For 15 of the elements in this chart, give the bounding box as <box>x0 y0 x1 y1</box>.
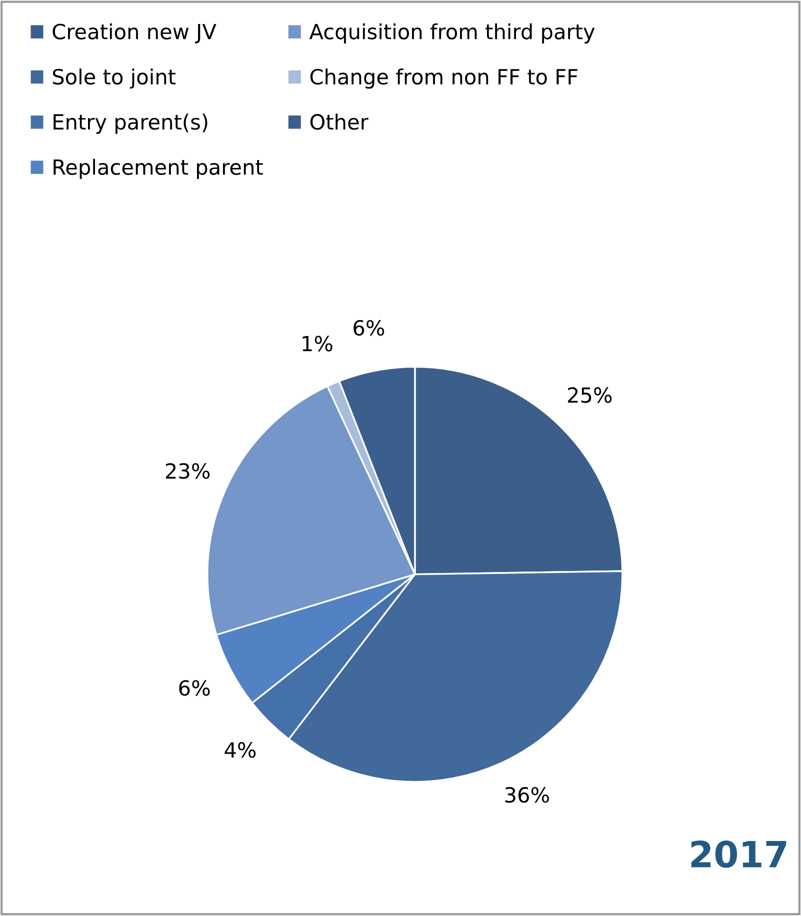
legend-label: Other <box>310 114 368 130</box>
data-label: 4% <box>224 742 256 758</box>
legend-label: Creation new JV <box>52 23 216 44</box>
data-label: 6% <box>179 680 210 696</box>
legend-label: Entry parent(s) <box>54 114 208 134</box>
legend-label: Replacement parent <box>54 158 263 179</box>
data-label: 23% <box>166 463 210 479</box>
data-label: 25% <box>568 387 612 403</box>
legend-label: Change from non FF to FF <box>310 68 578 89</box>
text: 2017 <box>691 840 786 868</box>
data-label: 36% <box>505 787 549 803</box>
data-label: 6% <box>354 320 384 336</box>
data-label: 1% <box>302 336 332 352</box>
legend-label: Sole to joint <box>52 68 176 89</box>
legend-label: Acquisition from third party <box>309 23 595 44</box>
